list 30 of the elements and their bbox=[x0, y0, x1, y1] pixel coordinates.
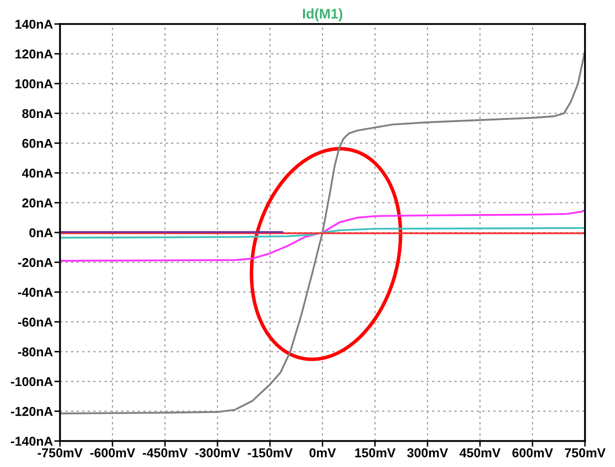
x-tick-label: -450mV bbox=[142, 448, 188, 458]
y-tick-label: 100nA bbox=[16, 79, 53, 88]
x-tick-label: -600mV bbox=[90, 448, 136, 458]
y-tick-label: -140nA bbox=[10, 436, 53, 446]
y-tick-label: -120nA bbox=[10, 406, 53, 416]
y-tick-label: -20nA bbox=[18, 258, 53, 268]
y-tick-label: -100nA bbox=[10, 377, 53, 386]
y-tick-label: 0nA bbox=[29, 228, 53, 238]
x-tick-label: -300mV bbox=[195, 448, 240, 458]
y-tick-label: -40nA bbox=[18, 288, 53, 297]
chart-title: Id(M1) bbox=[302, 8, 342, 22]
y-tick-label: 60nA bbox=[22, 138, 53, 148]
line-series bbox=[60, 50, 585, 414]
y-tick-label: 140nA bbox=[16, 20, 53, 29]
x-tick-label: 450mV bbox=[460, 448, 501, 458]
y-tick-label: -60nA bbox=[18, 318, 53, 327]
line-series bbox=[60, 209, 585, 262]
line-series bbox=[60, 227, 585, 239]
y-tick-label: 20nA bbox=[22, 198, 53, 208]
x-tick-label: 750mV bbox=[564, 448, 606, 458]
x-tick-label: -150mV bbox=[248, 448, 293, 458]
y-tick-label: 120nA bbox=[16, 49, 53, 59]
x-tick-label: 600mV bbox=[512, 448, 554, 458]
y-tick-label: -80nA bbox=[18, 347, 53, 356]
x-tick-label: 0mV bbox=[310, 448, 336, 458]
x-tick-label: 300mV bbox=[407, 448, 448, 458]
x-tick-label: 150mV bbox=[355, 448, 396, 458]
x-tick-label: -750mV bbox=[38, 448, 83, 458]
y-tick-label: 40nA bbox=[22, 168, 53, 178]
y-tick-label: 80nA bbox=[22, 109, 53, 118]
